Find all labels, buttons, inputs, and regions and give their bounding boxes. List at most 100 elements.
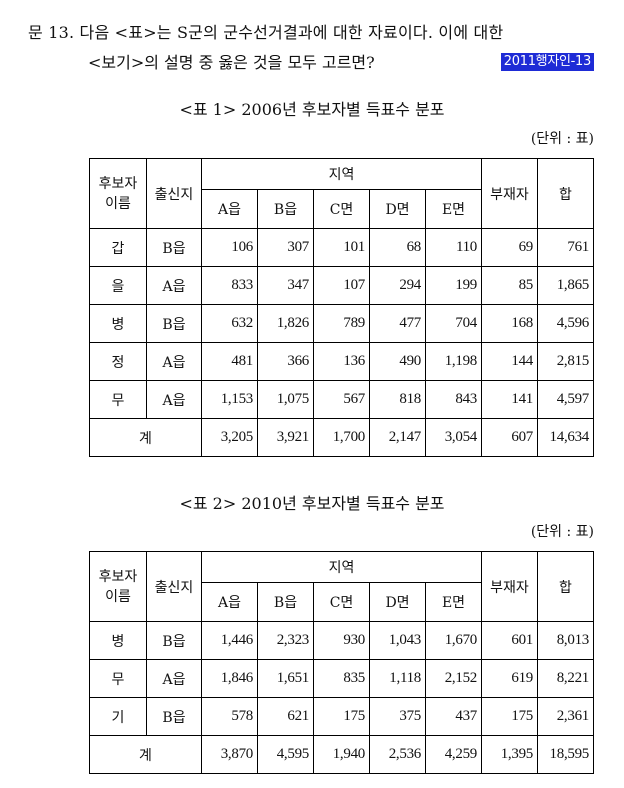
vote-cell: 1,446 — [201, 621, 258, 660]
vote-cell: 437 — [425, 697, 482, 736]
vote-cell: 578 — [201, 697, 258, 736]
vote-cell: 107 — [313, 266, 370, 305]
vote-cell: 477 — [369, 304, 426, 343]
candidate-name-cell: 갑 — [89, 228, 147, 267]
absentee-cell: 141 — [481, 380, 538, 419]
header-candidate-name: 후보자 이름 — [89, 551, 147, 622]
header-candidate-line1: 후보자 — [98, 568, 138, 585]
vote-cell: 1,153 — [201, 380, 258, 419]
vote-cell: 1,846 — [201, 659, 258, 698]
table-row: 기 B읍 578 621 175 375 437 175 2,361 — [89, 697, 594, 736]
candidate-name-cell: 병 — [89, 304, 147, 343]
sum-cell: 2,536 — [369, 735, 426, 774]
sum-absentee: 1,395 — [481, 735, 538, 774]
header-region-d: D면 — [369, 189, 426, 229]
vote-cell: 375 — [369, 697, 426, 736]
vote-cell: 490 — [369, 342, 426, 381]
question-text-line2: <보기>의 설명 중 옳은 것을 모두 고르면? — [88, 53, 375, 72]
table-row: 을 A읍 833 347 107 294 199 85 1,865 — [89, 266, 594, 305]
header-origin: 출신지 — [146, 551, 202, 622]
vote-cell: 307 — [257, 228, 314, 267]
sum-cell: 1,940 — [313, 735, 370, 774]
vote-cell: 1,075 — [257, 380, 314, 419]
candidate-name-cell: 기 — [89, 697, 147, 736]
vote-cell: 1,651 — [257, 659, 314, 698]
total-cell: 8,013 — [537, 621, 594, 660]
absentee-cell: 144 — [481, 342, 538, 381]
absentee-cell: 601 — [481, 621, 538, 660]
table-row: 갑 B읍 106 307 101 68 110 69 761 — [89, 228, 594, 267]
header-candidate-name: 후보자 이름 — [89, 158, 147, 229]
vote-cell: 175 — [313, 697, 370, 736]
vote-cell: 481 — [201, 342, 258, 381]
header-candidate-line2: 이름 — [105, 588, 131, 605]
header-region-a: A읍 — [201, 189, 258, 229]
origin-cell: A읍 — [146, 266, 202, 305]
vote-cell: 632 — [201, 304, 258, 343]
sum-absentee: 607 — [481, 418, 538, 457]
candidate-name-cell: 무 — [89, 659, 147, 698]
total-cell: 8,221 — [537, 659, 594, 698]
sum-cell: 4,259 — [425, 735, 482, 774]
header-total: 합 — [537, 551, 594, 622]
vote-cell: 1,043 — [369, 621, 426, 660]
vote-cell: 1,118 — [369, 659, 426, 698]
vote-cell: 930 — [313, 621, 370, 660]
vote-cell: 843 — [425, 380, 482, 419]
origin-cell: A읍 — [146, 659, 202, 698]
vote-cell: 366 — [257, 342, 314, 381]
header-region: 지역 — [201, 551, 482, 583]
vote-cell: 2,152 — [425, 659, 482, 698]
vote-cell: 818 — [369, 380, 426, 419]
sum-cell: 2,147 — [369, 418, 426, 457]
origin-cell: B읍 — [146, 621, 202, 660]
candidate-name-cell: 무 — [89, 380, 147, 419]
vote-cell: 1,826 — [257, 304, 314, 343]
header-region: 지역 — [201, 158, 482, 190]
absentee-cell: 85 — [481, 266, 538, 305]
origin-cell: A읍 — [146, 380, 202, 419]
table-row: 정 A읍 481 366 136 490 1,198 144 2,815 — [89, 342, 594, 381]
table-row: 병 B읍 1,446 2,323 930 1,043 1,670 601 8,013 — [89, 621, 594, 660]
header-absentee: 부재자 — [481, 551, 538, 622]
header-candidate-line2: 이름 — [105, 195, 131, 212]
total-cell: 761 — [537, 228, 594, 267]
question-block: 문 13. 다음 <표>는 S군의 군수선거결과에 대한 자료이다. 이에 대한… — [28, 18, 598, 78]
sum-label: 계 — [89, 418, 202, 457]
candidate-name-cell: 정 — [89, 342, 147, 381]
vote-cell: 567 — [313, 380, 370, 419]
vote-cell: 704 — [425, 304, 482, 343]
vote-cell: 833 — [201, 266, 258, 305]
question-text-line1: 문 13. 다음 <표>는 S군의 군수선거결과에 대한 자료이다. 이에 대한 — [28, 23, 504, 42]
header-region-d: D면 — [369, 582, 426, 622]
sum-cell: 3,870 — [201, 735, 258, 774]
candidate-name-cell: 병 — [89, 621, 147, 660]
origin-cell: B읍 — [146, 697, 202, 736]
origin-cell: B읍 — [146, 228, 202, 267]
vote-cell: 101 — [313, 228, 370, 267]
origin-cell: B읍 — [146, 304, 202, 343]
vote-cell: 2,323 — [257, 621, 314, 660]
header-origin: 출신지 — [146, 158, 202, 229]
absentee-cell: 175 — [481, 697, 538, 736]
vote-cell: 789 — [313, 304, 370, 343]
header-region-c: C면 — [313, 189, 370, 229]
sum-cell: 3,054 — [425, 418, 482, 457]
sum-cell: 1,700 — [313, 418, 370, 457]
header-candidate-line1: 후보자 — [98, 175, 138, 192]
vote-cell: 199 — [425, 266, 482, 305]
sum-total: 18,595 — [537, 735, 594, 774]
table1-unit: (단위 : 표) — [530, 131, 594, 147]
origin-cell: A읍 — [146, 342, 202, 381]
header-region-b: B읍 — [257, 582, 314, 622]
vote-cell: 1,198 — [425, 342, 482, 381]
sum-total: 14,634 — [537, 418, 594, 457]
table-row: 병 B읍 632 1,826 789 477 704 168 4,596 — [89, 304, 594, 343]
vote-cell: 1,670 — [425, 621, 482, 660]
absentee-cell: 168 — [481, 304, 538, 343]
total-cell: 2,815 — [537, 342, 594, 381]
table-row: 무 A읍 1,846 1,651 835 1,118 2,152 619 8,221 — [89, 659, 594, 698]
vote-cell: 347 — [257, 266, 314, 305]
table1: 후보자 이름 출신지 지역 부재자 합 A읍 B읍 C면 D면 E면 갑 B읍 10… — [89, 158, 594, 457]
header-region-b: B읍 — [257, 189, 314, 229]
